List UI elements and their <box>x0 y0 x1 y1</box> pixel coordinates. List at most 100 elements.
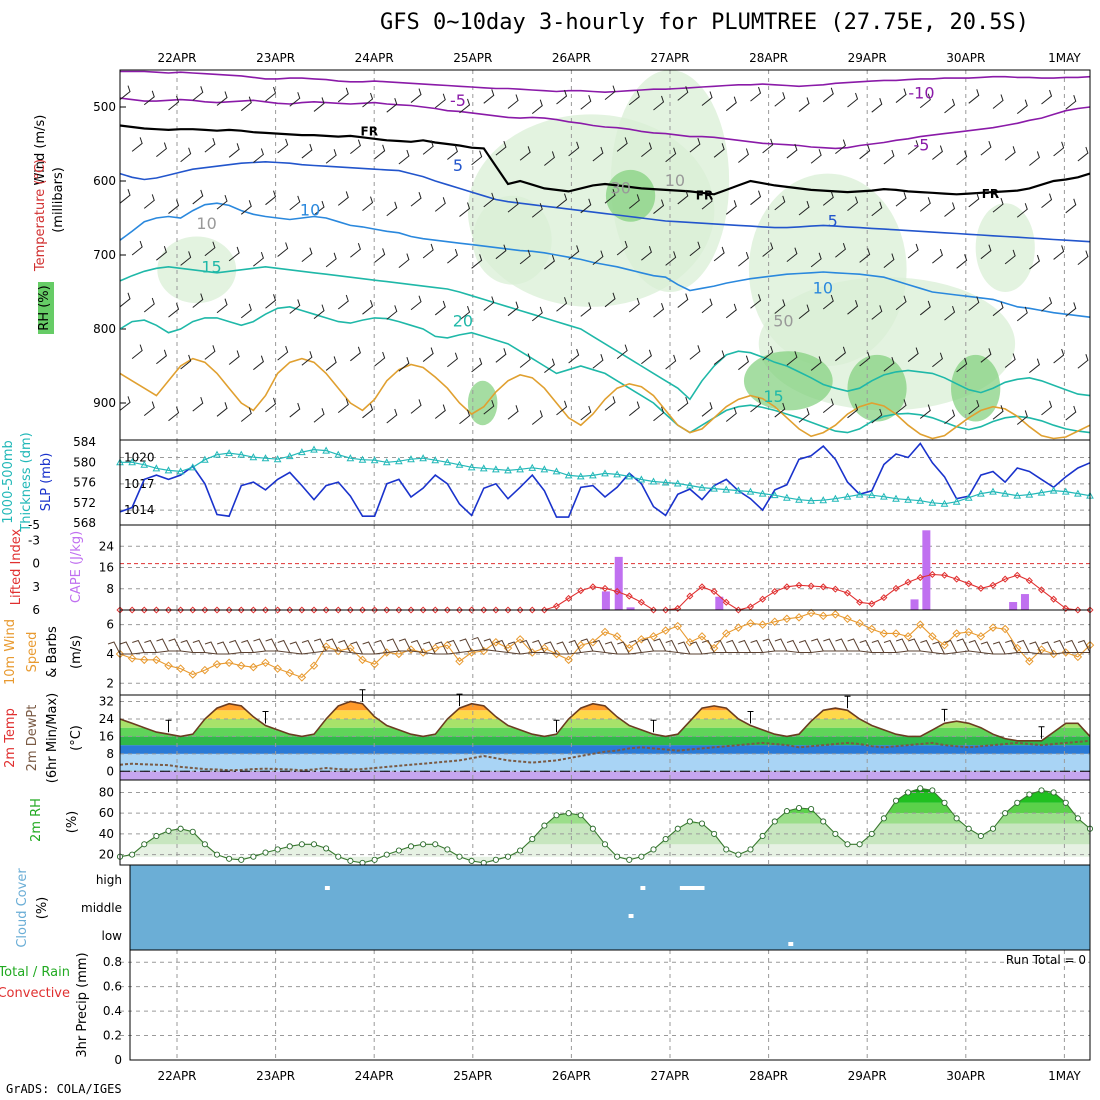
upper-wind-barb <box>216 298 228 314</box>
li-tick-label: 0 <box>32 557 40 571</box>
rh-point <box>832 830 839 837</box>
temp-band <box>120 727 1090 737</box>
upper-wind-barb <box>119 396 131 411</box>
isotherm-25C <box>119 357 1091 440</box>
lifted-index-point <box>662 606 670 614</box>
isotherm--10C <box>120 70 1091 94</box>
wind-barb <box>241 639 254 653</box>
lifted-index-point <box>334 606 342 614</box>
rh-point <box>892 797 900 804</box>
rh-point <box>1050 789 1057 796</box>
upper-wind-barb <box>738 148 749 163</box>
wind-barb <box>556 641 570 655</box>
rh-point <box>407 843 415 850</box>
upper-wind-barb <box>883 149 895 165</box>
wind-barb <box>847 638 861 652</box>
rh-point <box>347 857 354 864</box>
lifted-index-point <box>322 606 330 614</box>
upper-wind-barb <box>1077 250 1089 266</box>
thickness-point <box>128 458 136 466</box>
upper-wind-barb <box>216 194 228 210</box>
thickness-point <box>249 453 258 461</box>
upper-wind-barb <box>653 406 665 422</box>
rh-tick-label: 60 <box>99 806 114 820</box>
upper-wind-barb <box>1065 95 1077 110</box>
wind-barb <box>859 639 873 653</box>
thickness-point <box>928 498 937 506</box>
rh-point <box>808 805 815 813</box>
wind-barb <box>641 638 654 652</box>
wind-barb <box>968 639 982 653</box>
upper-wind-barb <box>1016 410 1028 425</box>
upper-wind-barb <box>204 241 216 257</box>
lifted-index-point <box>940 571 949 579</box>
upper-wind-barb <box>386 305 398 320</box>
label-wind-barbs: & Barbs <box>45 626 60 678</box>
upper-wind-barb <box>180 147 192 163</box>
lifted-index-point <box>965 580 973 588</box>
date-label-top: 29APR <box>848 51 887 65</box>
upper-wind-barb <box>156 246 167 261</box>
upper-wind-barb <box>871 408 883 424</box>
upper-wind-barb <box>301 143 313 159</box>
upper-wind-barb <box>483 89 495 104</box>
upper-wind-barb <box>701 91 713 106</box>
wind-speed-point <box>552 649 561 659</box>
lifted-index-point <box>298 606 306 614</box>
lifted-index-point <box>819 583 827 591</box>
date-label-bottom: 25APR <box>453 1069 492 1083</box>
wind-barb <box>107 641 121 655</box>
upper-wind-barb <box>725 407 737 422</box>
thickness-point <box>152 464 161 472</box>
thickness-point <box>625 472 634 480</box>
wind-barb <box>932 641 945 655</box>
upper-wind-barb <box>653 303 665 318</box>
upper-wind-barb <box>168 95 180 111</box>
upper-wind-barb <box>556 89 568 105</box>
wind-speed-point <box>1000 624 1010 634</box>
rh-point <box>1026 791 1033 798</box>
date-label-bottom: 28APR <box>749 1069 788 1083</box>
rh-point <box>238 856 245 863</box>
upper-wind-barb <box>992 301 1004 317</box>
wind-barb <box>920 639 933 653</box>
upper-wind-barb <box>156 349 167 365</box>
temp-minmax-bar <box>262 711 269 724</box>
cape-bar <box>922 530 931 610</box>
upper-wind-barb <box>544 151 555 166</box>
contour-label: 15 <box>763 387 783 406</box>
thickness-point <box>892 494 900 502</box>
wind-speed-point <box>976 632 986 641</box>
upper-wind-barb <box>604 396 616 411</box>
wind-barb <box>180 639 194 653</box>
rh-point <box>444 846 451 853</box>
upper-wind-barb <box>677 293 689 308</box>
upper-wind-barb <box>701 298 713 314</box>
upper-wind-barb <box>616 344 628 359</box>
lifted-index-point <box>1050 595 1058 603</box>
wind-speed-point <box>528 648 537 657</box>
upper-wind-barb <box>507 301 519 317</box>
upper-wind-barb <box>932 248 943 264</box>
rh-point <box>323 845 330 852</box>
li-tick-label: 6 <box>32 603 40 617</box>
lifted-index-point <box>589 583 597 591</box>
rh-point <box>1014 799 1021 806</box>
upper-wind-barb <box>301 247 313 263</box>
upper-wind-barb <box>713 246 725 262</box>
upper-wind-barb <box>447 352 458 368</box>
lifted-index-point <box>686 592 694 600</box>
upper-wind-barb <box>628 297 640 313</box>
upper-wind-barb <box>798 97 810 112</box>
thickness-point <box>225 449 233 457</box>
upper-wind-barb <box>1029 151 1040 166</box>
upper-wind-barb <box>313 97 325 112</box>
upper-wind-barb <box>410 295 422 311</box>
wind-speed-point <box>952 629 961 638</box>
rh-shading <box>975 203 1035 292</box>
rh-point <box>553 812 560 819</box>
upper-wind-barb <box>337 398 349 414</box>
wind-barb <box>301 639 315 653</box>
upper-wind-barb <box>762 242 774 257</box>
upper-wind-barb <box>228 143 240 158</box>
